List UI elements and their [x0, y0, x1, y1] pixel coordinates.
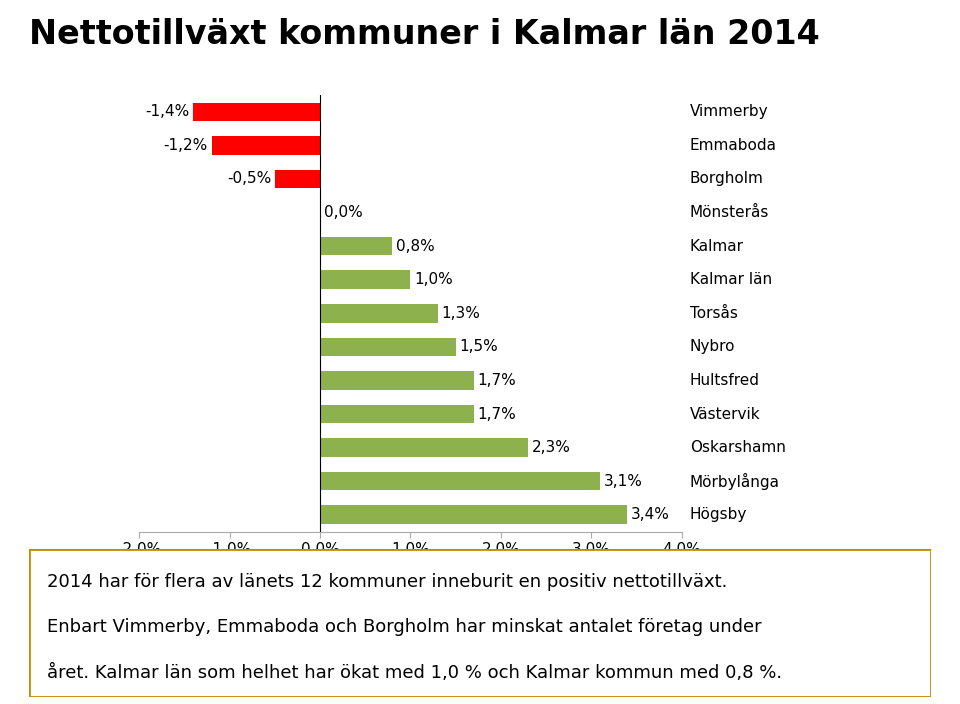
- Text: året. Kalmar län som helhet har ökat med 1,0 % och Kalmar kommun med 0,8 %.: året. Kalmar län som helhet har ökat med…: [47, 665, 782, 682]
- Bar: [320, 472, 600, 491]
- Text: -0,5%: -0,5%: [227, 172, 271, 187]
- Text: Emmaboda: Emmaboda: [690, 138, 777, 153]
- Text: 3,1%: 3,1%: [604, 474, 643, 489]
- Text: Borgholm: Borgholm: [690, 172, 764, 187]
- Text: Mönsterås: Mönsterås: [690, 205, 769, 220]
- Text: Västervik: Västervik: [690, 406, 760, 422]
- Bar: [320, 439, 528, 457]
- Text: 2014 har för flera av länets 12 kommuner inneburit en positiv nettotillväxt.: 2014 har för flera av länets 12 kommuner…: [47, 572, 728, 591]
- Text: 1,7%: 1,7%: [477, 406, 516, 422]
- Text: Enbart Vimmerby, Emmaboda och Borgholm har minskat antalet företag under: Enbart Vimmerby, Emmaboda och Borgholm h…: [47, 619, 761, 636]
- Text: 0,8%: 0,8%: [396, 239, 435, 253]
- FancyBboxPatch shape: [29, 549, 931, 697]
- Bar: [320, 371, 473, 390]
- Bar: [320, 405, 473, 423]
- Text: Mörbylånga: Mörbylånga: [690, 472, 780, 490]
- Text: Vimmerby: Vimmerby: [690, 104, 769, 119]
- Bar: [320, 270, 410, 289]
- Text: 1,3%: 1,3%: [442, 306, 480, 321]
- Text: 0,0%: 0,0%: [324, 205, 362, 220]
- Bar: [211, 136, 320, 155]
- Bar: [320, 304, 438, 322]
- Text: Kalmar: Kalmar: [690, 239, 744, 253]
- Text: Nettotillväxt kommuner i Kalmar län 2014: Nettotillväxt kommuner i Kalmar län 2014: [29, 18, 820, 51]
- Bar: [320, 338, 456, 356]
- Bar: [320, 237, 393, 256]
- Text: 1,7%: 1,7%: [477, 373, 516, 388]
- Text: Högsby: Högsby: [690, 508, 747, 522]
- Text: 2,3%: 2,3%: [532, 440, 570, 455]
- Text: -1,2%: -1,2%: [163, 138, 208, 153]
- Text: -1,4%: -1,4%: [146, 104, 190, 119]
- Bar: [275, 170, 320, 188]
- Bar: [320, 505, 627, 524]
- Text: 1,0%: 1,0%: [414, 272, 453, 287]
- Text: Torsås: Torsås: [690, 306, 738, 321]
- Text: 3,4%: 3,4%: [631, 508, 670, 522]
- Text: 1,5%: 1,5%: [459, 339, 498, 354]
- Text: Nybro: Nybro: [690, 339, 735, 354]
- Text: Oskarshamn: Oskarshamn: [690, 440, 786, 455]
- Text: Kalmar län: Kalmar län: [690, 272, 772, 287]
- Text: Hultsfred: Hultsfred: [690, 373, 760, 388]
- Bar: [193, 103, 320, 121]
